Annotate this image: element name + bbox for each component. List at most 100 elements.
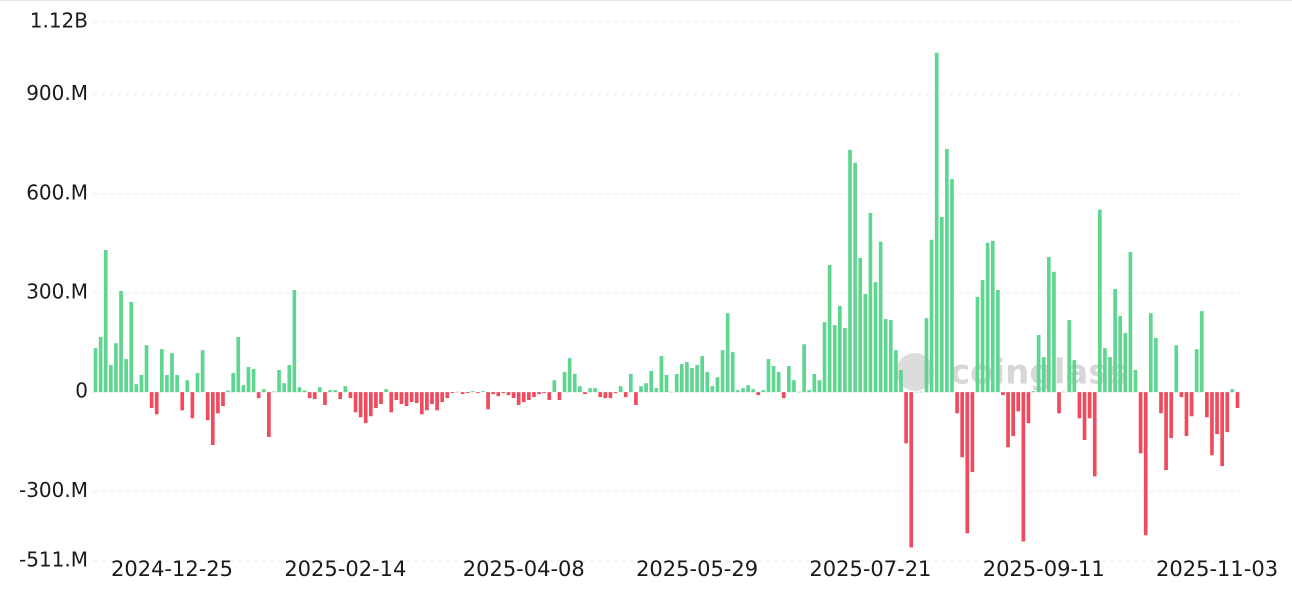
y-tick-label: 600.M <box>26 180 88 204</box>
bar <box>103 250 108 393</box>
bar <box>114 343 118 393</box>
bar <box>771 366 776 393</box>
bar <box>501 392 506 394</box>
bar <box>506 392 511 396</box>
bar <box>1036 334 1041 393</box>
bar <box>384 389 388 393</box>
x-tick-label: 2024-12-25 <box>111 557 233 581</box>
bar <box>465 392 470 394</box>
bar <box>1031 391 1036 393</box>
bar <box>639 386 643 393</box>
bar <box>990 240 995 393</box>
bar <box>736 390 740 393</box>
bar <box>470 391 475 393</box>
bar <box>955 392 959 414</box>
bar <box>1143 392 1148 536</box>
x-tick-label: 2025-05-29 <box>636 557 758 581</box>
bar <box>996 290 1000 393</box>
bar <box>481 391 485 393</box>
bar <box>440 392 445 403</box>
bar <box>649 370 654 393</box>
bar <box>1118 316 1123 393</box>
bar <box>1082 392 1087 441</box>
bar <box>124 359 128 393</box>
bar <box>919 391 924 393</box>
bar <box>527 392 531 401</box>
bar <box>1210 392 1214 456</box>
bar <box>389 392 394 413</box>
bar <box>730 352 735 393</box>
bar <box>960 392 965 458</box>
bar <box>476 392 480 394</box>
bar <box>312 392 317 400</box>
bar <box>1235 392 1240 408</box>
bar <box>552 380 557 393</box>
bar <box>404 392 409 407</box>
bar <box>277 369 281 393</box>
bar <box>221 392 225 407</box>
bar <box>460 392 465 395</box>
bar <box>934 52 939 393</box>
bar <box>496 392 501 397</box>
bar <box>894 350 898 393</box>
bar <box>690 368 694 393</box>
bar <box>1062 391 1066 393</box>
bar <box>1011 392 1015 437</box>
bar <box>159 349 164 393</box>
bar <box>307 392 312 399</box>
bar <box>1189 392 1194 417</box>
bar <box>1046 256 1051 393</box>
bar <box>165 374 169 393</box>
bar <box>664 374 669 393</box>
bar <box>695 365 699 393</box>
bar <box>241 385 246 393</box>
bar <box>1194 349 1199 393</box>
x-tick-label: 2025-07-21 <box>809 557 931 581</box>
bar <box>430 392 434 405</box>
y-tick-label: 1.12B <box>30 9 88 33</box>
bar <box>297 387 302 393</box>
bar <box>1184 392 1189 437</box>
bar <box>231 372 236 393</box>
bar <box>1225 392 1230 433</box>
bar <box>787 366 791 393</box>
bar <box>1087 392 1092 419</box>
bar <box>980 280 985 393</box>
bar <box>899 369 903 393</box>
bar <box>1072 360 1077 393</box>
bar <box>1052 271 1056 393</box>
bar <box>134 384 139 393</box>
bar <box>216 392 220 414</box>
bar <box>628 373 633 393</box>
bar <box>353 392 358 413</box>
bar <box>537 392 541 395</box>
bar <box>883 319 888 393</box>
bar <box>567 358 572 393</box>
bar <box>1006 392 1010 448</box>
bar <box>374 392 378 408</box>
bar <box>379 392 383 405</box>
bar <box>827 264 832 393</box>
bar <box>1148 313 1153 393</box>
bar <box>618 386 623 393</box>
bar <box>700 356 705 393</box>
bar <box>858 257 863 393</box>
bar <box>720 350 725 393</box>
bar <box>328 390 332 393</box>
bar <box>674 373 679 393</box>
bar <box>1128 252 1133 393</box>
bar <box>246 367 251 393</box>
bar <box>685 362 689 393</box>
bar <box>725 313 730 393</box>
bar <box>210 392 215 446</box>
bar <box>705 371 710 393</box>
bar <box>1097 209 1102 393</box>
bar <box>654 388 659 393</box>
bar <box>261 389 266 393</box>
bar <box>583 392 587 395</box>
bar <box>878 241 883 393</box>
bar <box>1021 392 1026 542</box>
bar <box>1215 392 1219 435</box>
bar <box>1057 392 1061 414</box>
